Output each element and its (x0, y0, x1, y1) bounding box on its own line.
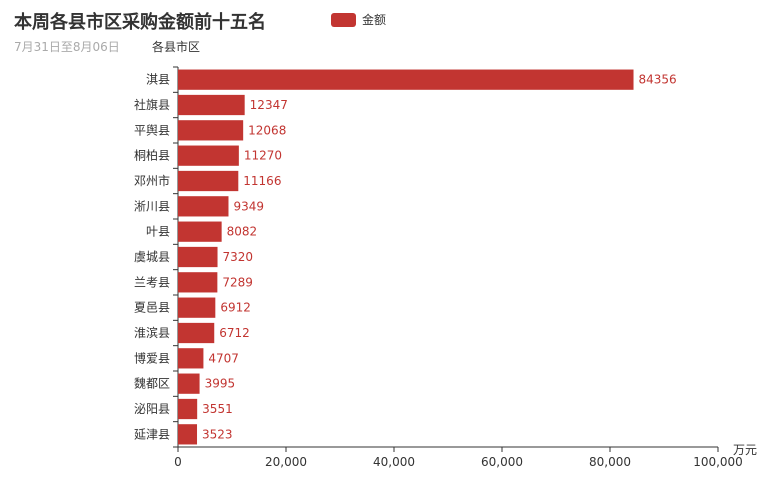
bar-value-label: 12068 (248, 123, 286, 137)
bar[interactable] (178, 373, 200, 394)
bar-value-label: 3523 (202, 427, 233, 441)
category-label: 邓州市 (134, 173, 170, 188)
category-label: 兰考县 (134, 275, 170, 289)
bar[interactable] (178, 94, 245, 116)
bar[interactable] (178, 246, 218, 268)
chart-subtitle: 7月31日至8月06日 (14, 40, 120, 54)
category-label: 淅川县 (134, 198, 170, 213)
bar[interactable] (178, 398, 198, 420)
bar-value-label: 7320 (223, 250, 254, 264)
category-label: 博爱县 (134, 350, 170, 365)
bar[interactable] (178, 145, 239, 166)
legend[interactable]: 金额 (331, 11, 386, 28)
category-label: 泌阳县 (134, 402, 170, 416)
bar-value-label: 3551 (202, 402, 233, 416)
bar[interactable] (178, 272, 218, 293)
legend-label[interactable]: 金额 (362, 13, 387, 27)
bar[interactable] (178, 196, 229, 217)
legend-swatch[interactable] (331, 12, 356, 27)
bar[interactable] (178, 297, 216, 318)
x-axis-title: 万元 (733, 443, 758, 457)
bar-value-label: 9349 (233, 199, 264, 213)
x-tick-label: 100,000 (693, 455, 743, 469)
bar[interactable] (178, 424, 198, 445)
bar[interactable] (178, 348, 204, 369)
bar[interactable] (178, 221, 222, 242)
x-tick-label: 20,000 (265, 455, 307, 469)
category-label: 平舆县 (134, 122, 170, 137)
bar-value-label: 11270 (244, 149, 282, 163)
bar-value-label: 7289 (222, 275, 253, 289)
bar-value-label: 6712 (219, 326, 250, 340)
bar[interactable] (178, 120, 244, 141)
bar[interactable] (178, 170, 239, 192)
category-label: 魏都区 (134, 376, 170, 391)
bar-value-label: 6912 (220, 301, 251, 315)
chart-title: 本周各县市区采购金额前十五名 (14, 12, 266, 33)
category-label: 叶县 (146, 225, 170, 239)
category-label: 夏邑县 (134, 301, 170, 315)
bar-value-label: 8082 (227, 225, 258, 239)
bar[interactable] (178, 69, 634, 90)
x-tick-label: 80,000 (589, 455, 631, 469)
category-label: 延津县 (134, 427, 170, 441)
bar-value-label: 12347 (250, 98, 288, 112)
category-label: 桐柏县 (134, 148, 170, 163)
x-tick-label: 40,000 (373, 455, 415, 469)
bar-value-label: 4707 (208, 351, 239, 365)
x-tick-label: 60,000 (481, 455, 523, 469)
bar-value-label: 3995 (205, 377, 236, 391)
x-tick-label: 0 (174, 455, 182, 469)
y-axis-title: 各县市区 (152, 40, 201, 54)
category-label: 虞城县 (134, 250, 170, 264)
bar-value-label: 11166 (243, 174, 281, 188)
category-label: 社旗县 (134, 97, 170, 112)
bar-value-label: 84356 (639, 73, 677, 87)
bar[interactable] (178, 322, 215, 344)
category-label: 淇县 (146, 73, 170, 87)
category-label: 淮滨县 (134, 325, 170, 340)
